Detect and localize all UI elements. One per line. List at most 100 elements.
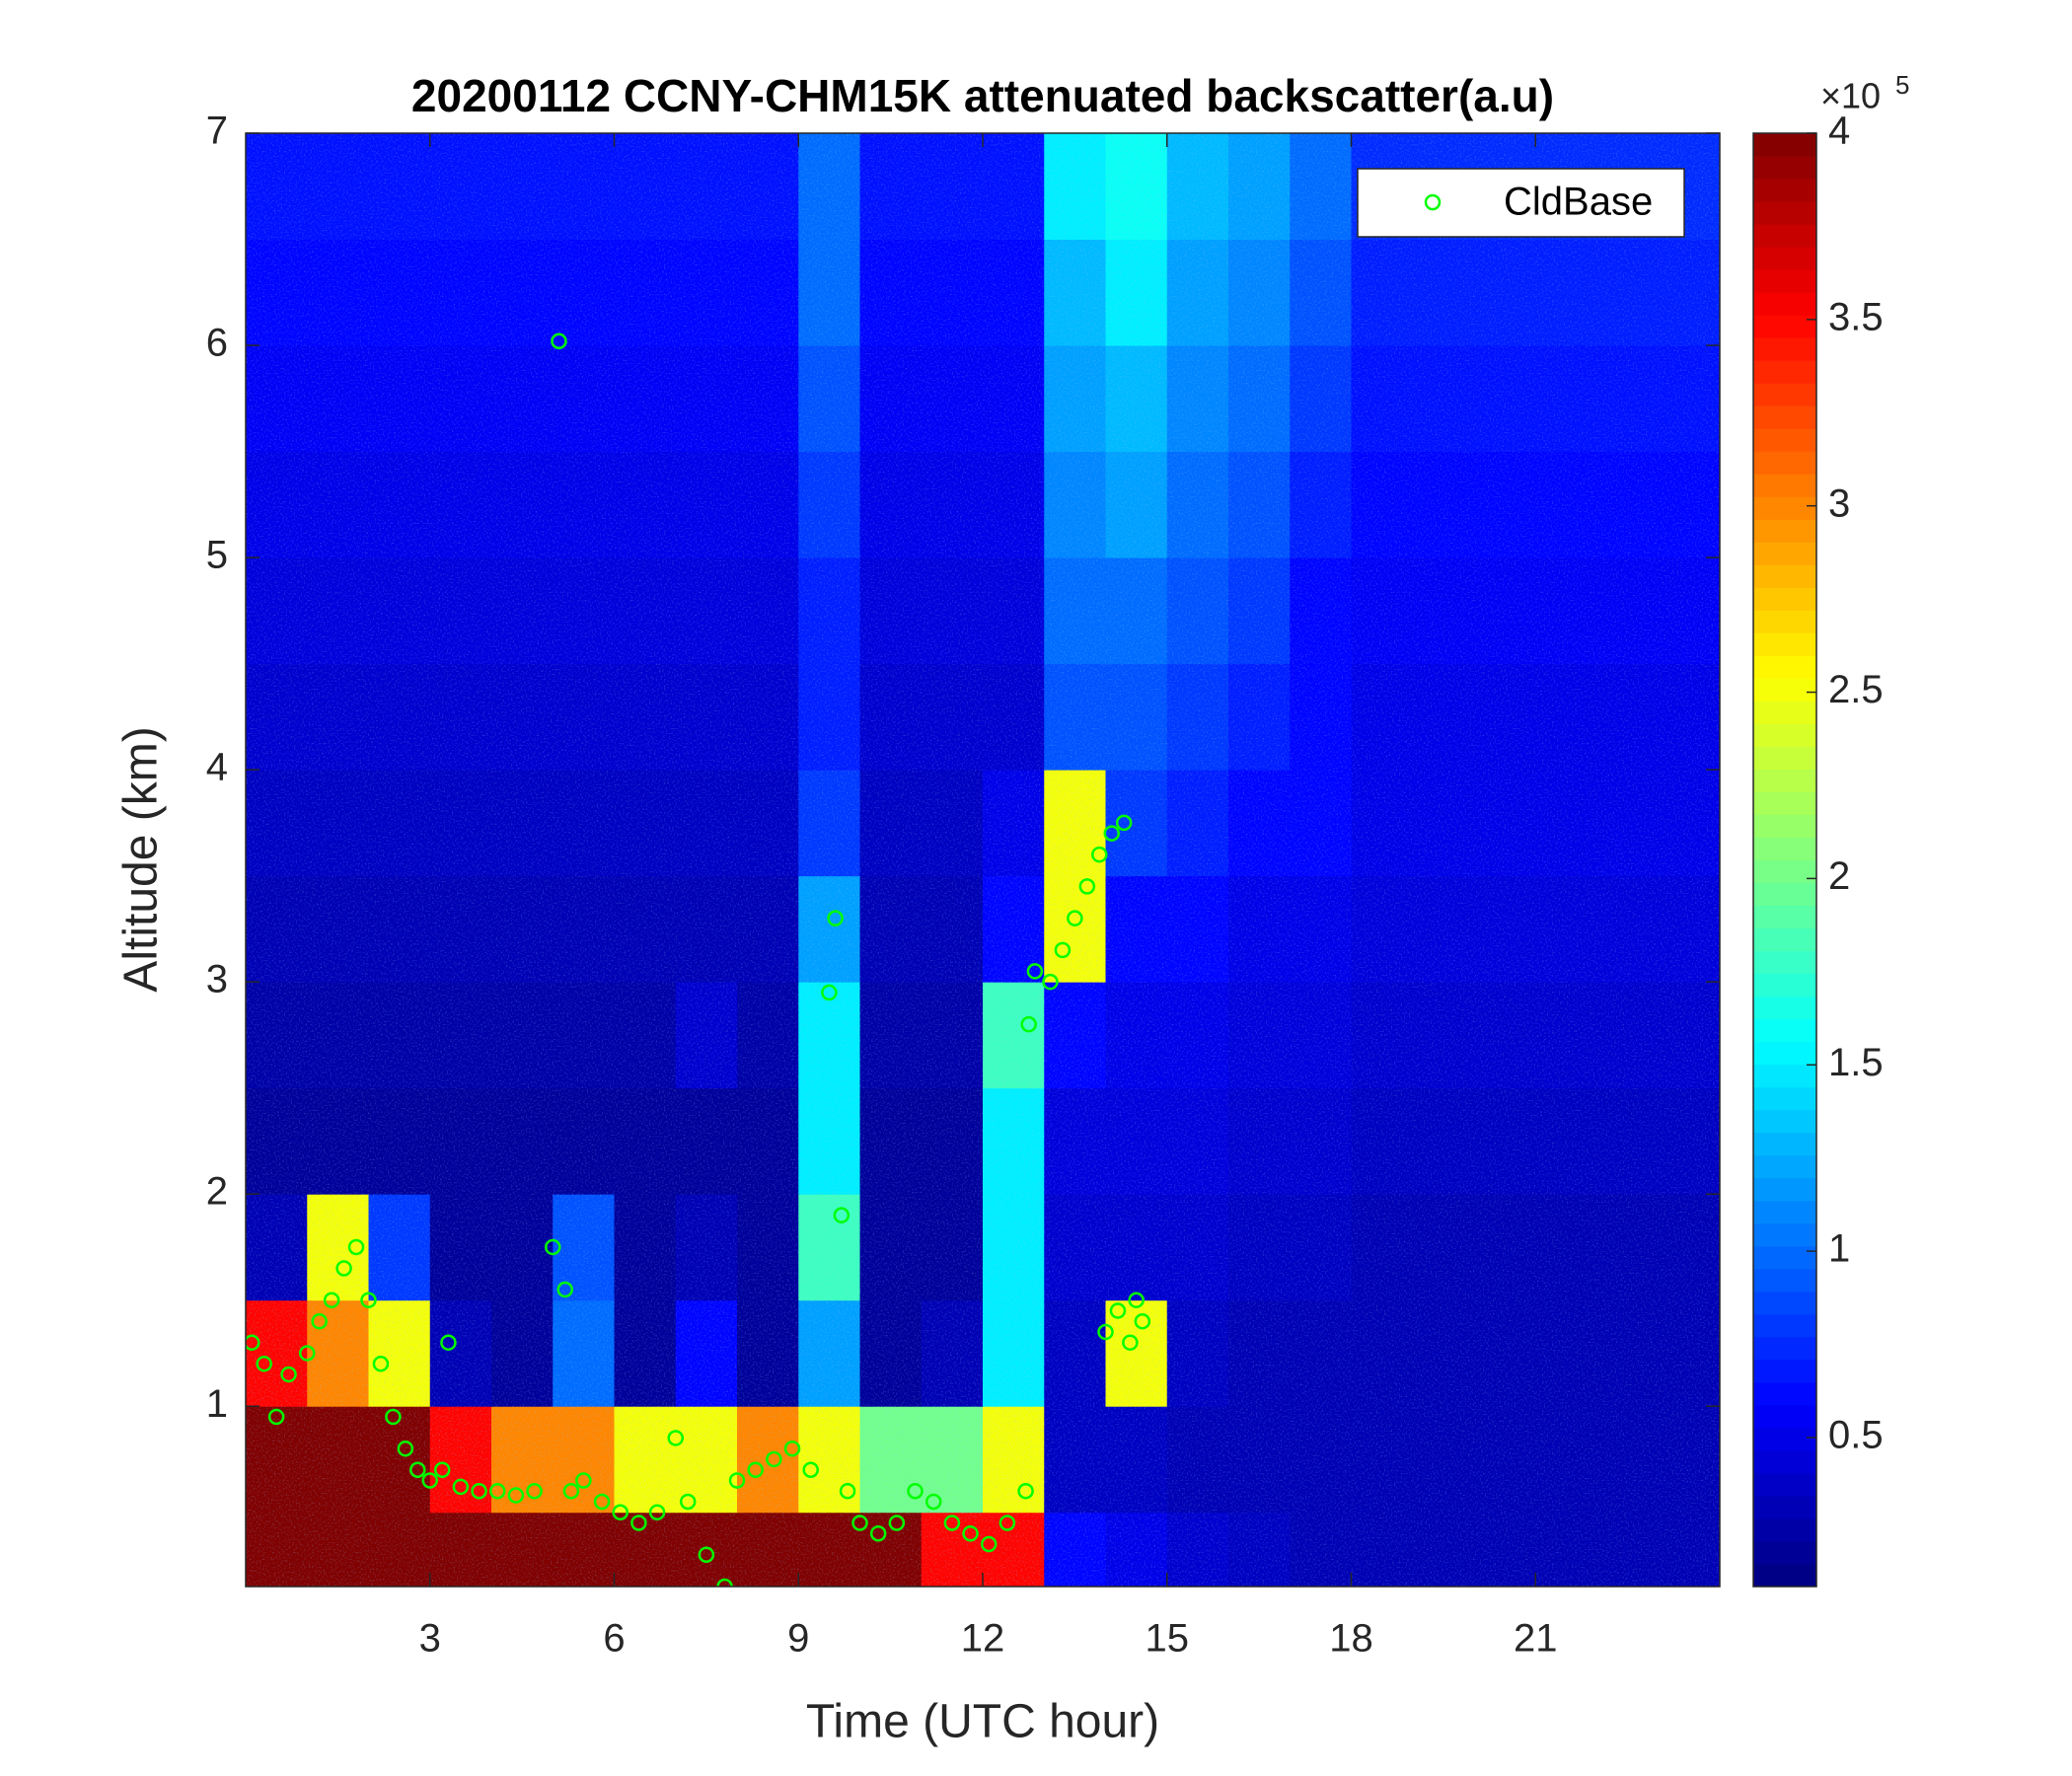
cloud-base-point [267, 1408, 285, 1426]
cloud-base-point [802, 1461, 819, 1478]
cloud-base-point [1067, 910, 1083, 926]
colorbar-segment [1753, 1313, 1816, 1338]
cloud-base-point [562, 1482, 580, 1500]
colorbar-segment [1753, 814, 1816, 838]
colorbar [1753, 133, 1816, 1588]
colorbar-segment [1753, 1041, 1816, 1066]
cloud-base-point [1115, 814, 1133, 832]
colorbar-segment [1753, 837, 1816, 860]
colorbar-segment [1753, 610, 1816, 633]
colorbar-segment [1753, 1018, 1816, 1043]
legend-label: CldBase [1504, 181, 1653, 224]
colorbar-segment [1753, 542, 1816, 565]
colorbar-tick-label: 3 [1828, 481, 1850, 525]
colorbar-segment [1753, 1359, 1816, 1383]
cloud-base-point [1054, 941, 1072, 959]
cloud-base-point [488, 1482, 506, 1500]
colorbar-segment [1753, 950, 1816, 975]
colorbar-segment [1753, 723, 1816, 747]
y-tick-label: 6 [206, 322, 228, 365]
cloud-base-point [612, 1504, 629, 1520]
colorbar-segment [1753, 791, 1816, 815]
y-tick-label: 5 [206, 534, 228, 577]
cloud-base-point [1091, 846, 1108, 863]
cloud-base-point [575, 1472, 592, 1489]
colorbar-segment [1753, 133, 1816, 157]
chart-title: 20200112 CCNY-CHM15K attenuated backscat… [411, 70, 1554, 121]
x-tick-label: 3 [419, 1617, 441, 1661]
cloud-base-point [311, 1312, 328, 1330]
colorbar-tick-label: 1 [1828, 1227, 1850, 1271]
colorbar-segment [1753, 859, 1816, 884]
colorbar-segment [1753, 1495, 1816, 1519]
colorbar-segment [1753, 1449, 1816, 1474]
colorbar-tick-label: 1.5 [1828, 1041, 1884, 1084]
colorbar-segment [1753, 224, 1816, 248]
cloud-base-point [728, 1472, 746, 1489]
colorbar-segment [1753, 1291, 1816, 1315]
colorbar-segment [1753, 1109, 1816, 1134]
cloud-base-point [551, 333, 567, 349]
colorbar-segment [1753, 451, 1816, 475]
colorbar-segment [1753, 1381, 1816, 1406]
cloud-base-point [980, 1535, 998, 1553]
colorbar-segment [1753, 927, 1816, 952]
colorbar-segment [1753, 1245, 1816, 1270]
cloud-base-point [433, 1461, 451, 1478]
colorbar-segment [1753, 179, 1816, 202]
colorbar-segment [1753, 406, 1816, 429]
legend: CldBase [1357, 168, 1685, 238]
cloud-base-point [335, 1260, 352, 1277]
colorbar-segment [1753, 201, 1816, 225]
cloud-base-point [716, 1578, 733, 1587]
legend-box [1357, 168, 1685, 238]
colorbar-segment [1753, 1132, 1816, 1156]
y-tick-label: 2 [206, 1170, 228, 1214]
cloud-base-point [593, 1493, 611, 1511]
x-tick-label: 12 [961, 1617, 1005, 1661]
cloud-base-point [246, 1334, 260, 1351]
cloud-base-point [323, 1292, 340, 1308]
colorbar-segment [1753, 632, 1816, 656]
x-tick-label: 6 [603, 1617, 625, 1661]
cloud-base-point [409, 1461, 426, 1478]
colorbar-segment [1753, 360, 1816, 384]
y-tick-label: 1 [206, 1382, 228, 1426]
colorbar-segment [1753, 247, 1816, 270]
cloud-base-point [839, 1482, 856, 1500]
colorbar-segment [1753, 701, 1816, 724]
cloud-base-point [526, 1482, 543, 1500]
cloud-base-point [471, 1482, 487, 1500]
colorbar-segment [1753, 1404, 1816, 1429]
colorbar-segment [1753, 269, 1816, 293]
cloud-base-point [347, 1238, 365, 1256]
cloud-base-point [851, 1515, 868, 1531]
colorbar-frame [1752, 132, 1817, 1588]
cloud-base-point [1097, 1323, 1114, 1341]
cloud-base-point [783, 1440, 801, 1457]
colorbar-segment [1753, 1336, 1816, 1361]
colorbar-segment [1753, 996, 1816, 1020]
scatter-layer [246, 333, 1151, 1587]
colorbar-tick-label: 4 [1828, 110, 1850, 153]
cloud-base-point [766, 1450, 782, 1468]
cloud-base-point [556, 1281, 573, 1298]
noise-texture [246, 133, 1720, 1587]
cloud-base-point [452, 1478, 470, 1496]
colorbar-segment [1753, 1427, 1816, 1451]
colorbar-segment [1753, 1472, 1816, 1497]
colorbar-segment [1753, 905, 1816, 929]
y-tick-label: 4 [206, 746, 228, 789]
colorbar-segment [1753, 1086, 1816, 1111]
cloud-base-point [256, 1355, 272, 1372]
colorbar-segment [1753, 1517, 1816, 1542]
cloud-base-point [545, 1238, 561, 1256]
cloud-base-point [1122, 1334, 1139, 1351]
colorbar-segment [1753, 428, 1816, 452]
colorbar-segment [1753, 292, 1816, 316]
cloud-base-point [1026, 963, 1044, 980]
colorbar-segment [1753, 1177, 1816, 1202]
y-tick-label: 7 [206, 110, 228, 153]
colorbar-multiplier: ×10 [1820, 76, 1881, 116]
